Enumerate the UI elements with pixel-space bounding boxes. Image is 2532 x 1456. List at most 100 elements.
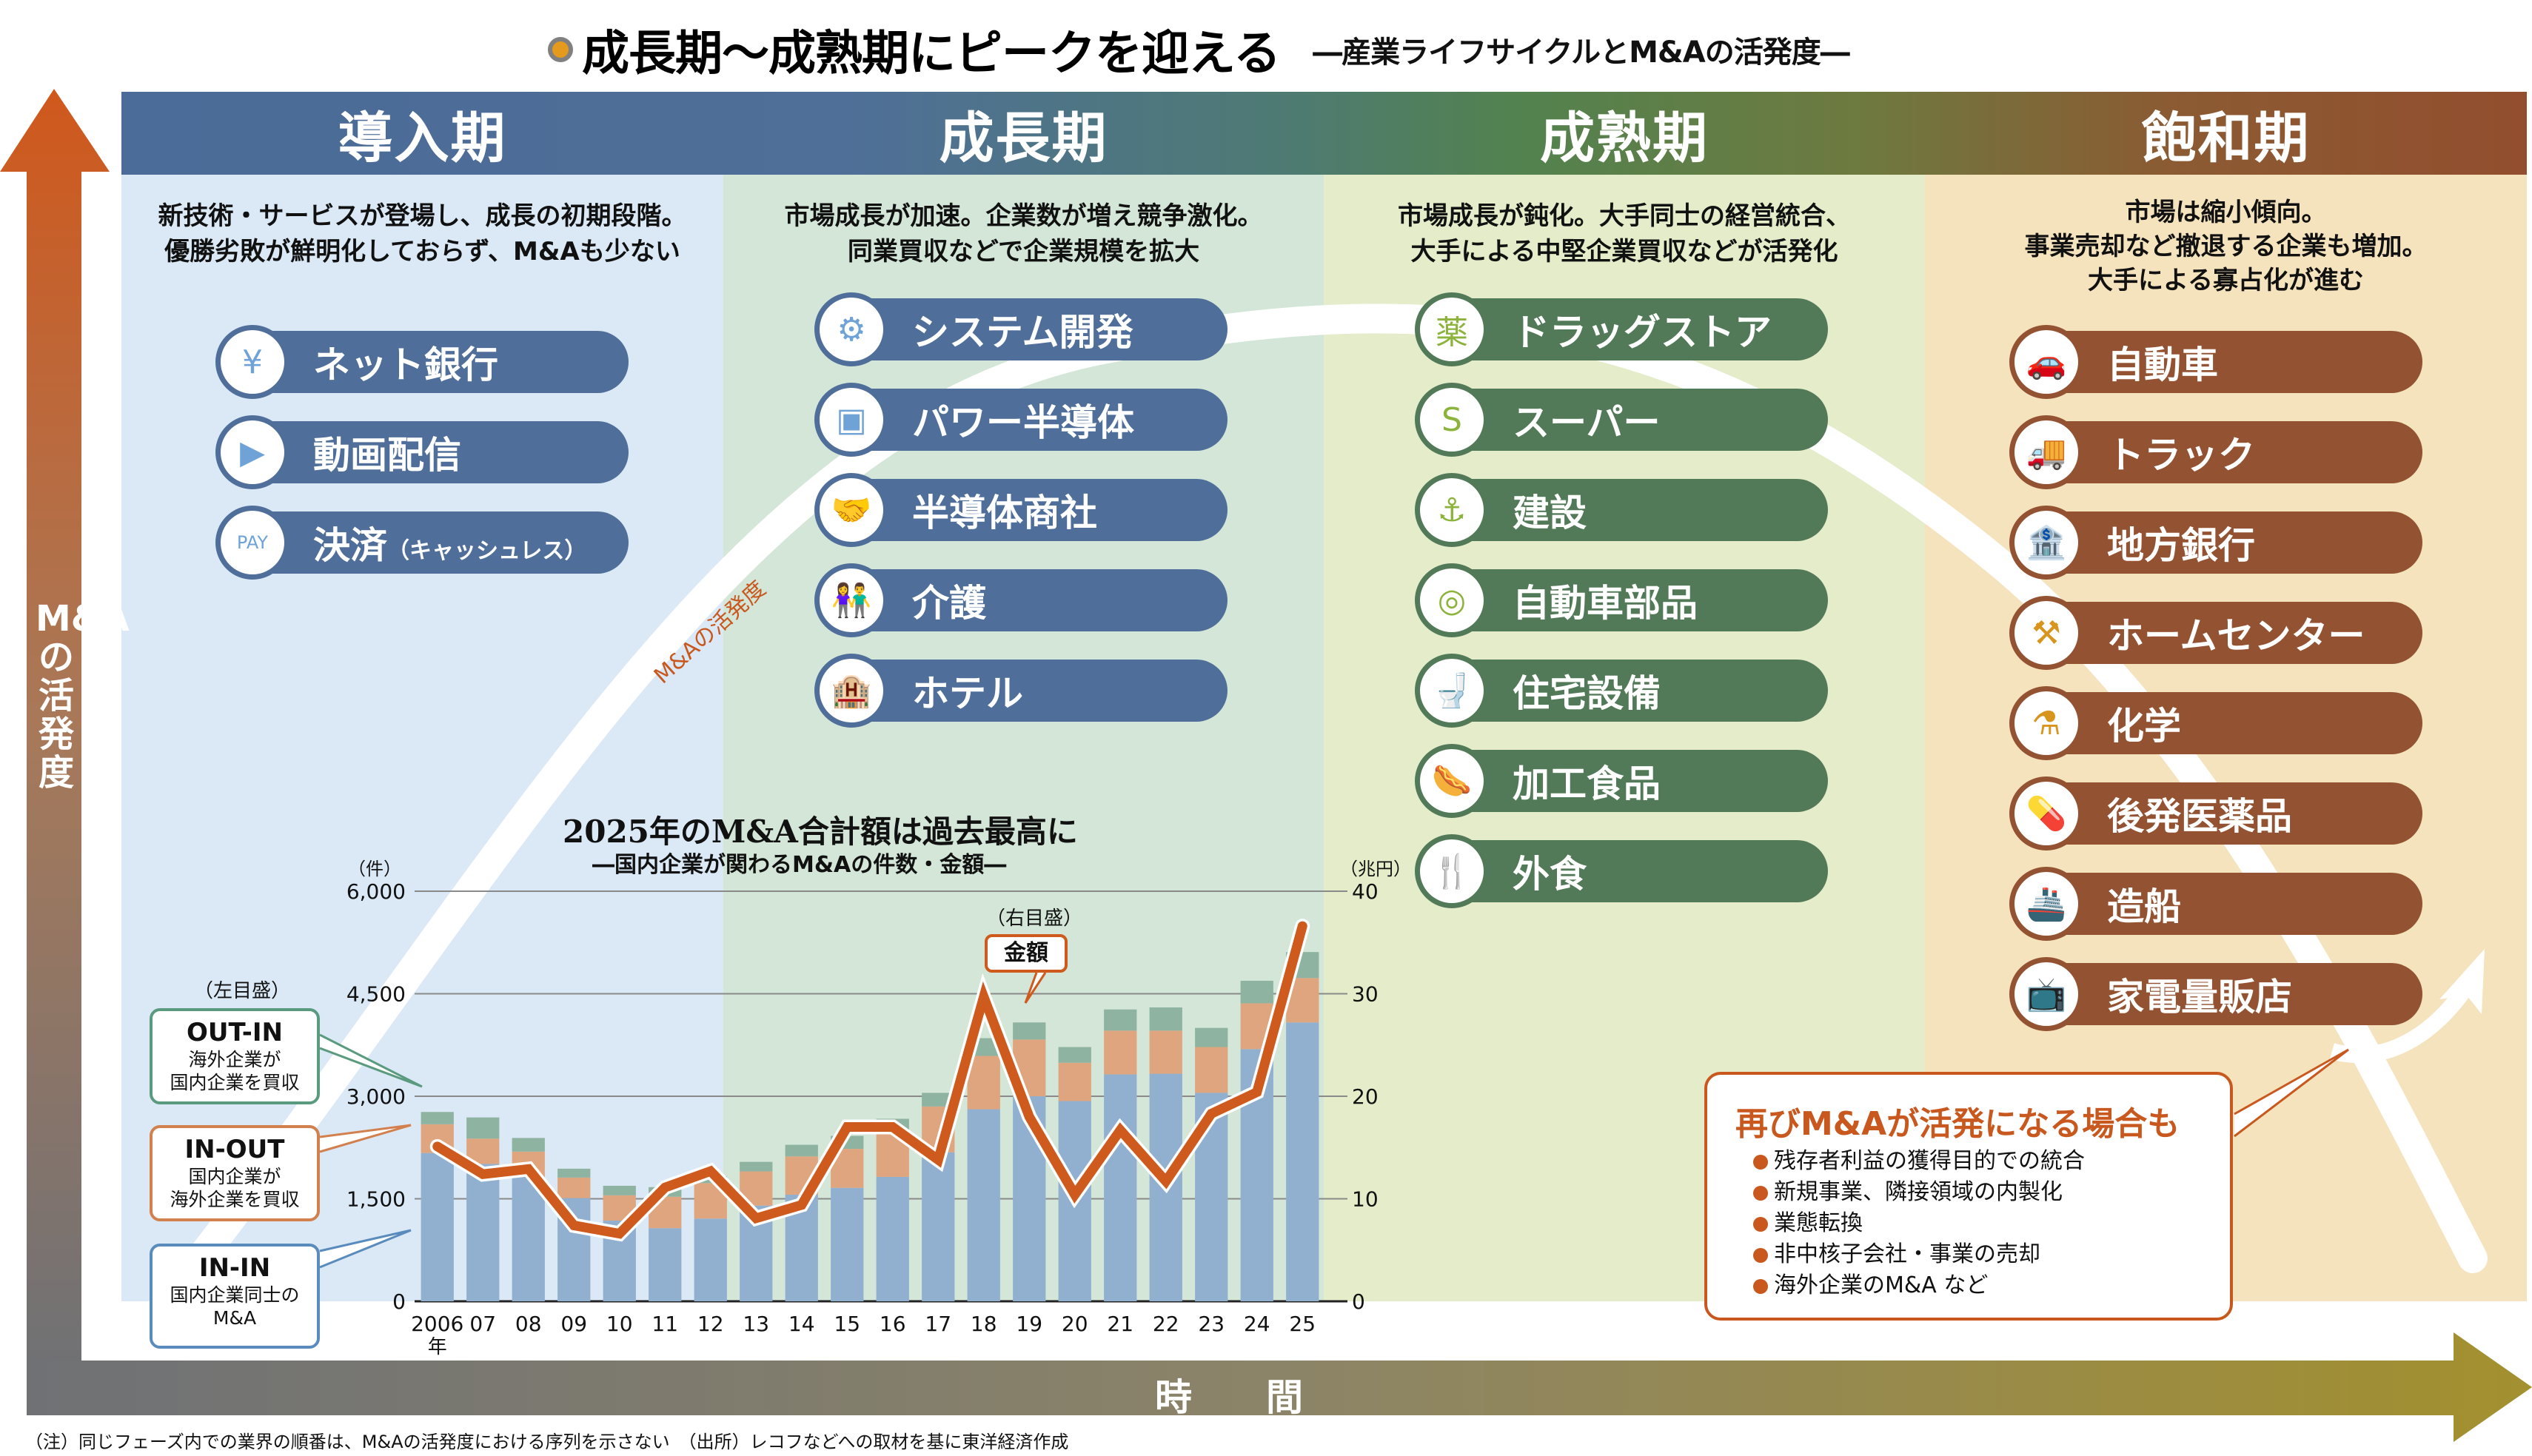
car-icon: 🚗 (2009, 325, 2083, 399)
ship-icon: 🚢 (2009, 867, 2083, 941)
bar-segment-out-in (466, 1117, 500, 1139)
bar-segment-in-in (466, 1164, 500, 1301)
industry-label: 外食 (1513, 853, 1587, 896)
truck-icon: 🚚 (2009, 415, 2083, 489)
fork-knife-icon: 🍴 (1415, 834, 1489, 908)
industry-label: トラック (2107, 434, 2255, 477)
amount-point (664, 1187, 666, 1189)
amount-point (891, 1126, 894, 1128)
industry-pill: 🚗 自動車 (2009, 325, 2422, 399)
amount-point (1165, 1180, 1167, 1182)
amount-point (800, 1204, 803, 1206)
industry-pill: 🏦 地方銀行 (2009, 506, 2422, 580)
bar-segment-in-in (1104, 1074, 1137, 1301)
x-tick-label: 19 (1016, 1312, 1042, 1336)
tire-icon: ◎ (1415, 563, 1489, 637)
hotel-building-icon: 🏨 (814, 654, 888, 728)
bullet-icon (1753, 1278, 1768, 1294)
x-tick-label: 09 (560, 1312, 587, 1336)
page-title: 成長期～成熟期にピークを迎える (582, 27, 1281, 81)
amount-point (1302, 925, 1304, 927)
x-tick-label: 13 (743, 1312, 769, 1336)
amount-point (937, 1158, 940, 1161)
x-tick-label: 10 (606, 1312, 633, 1336)
industry-pill: 🚚 トラック (2009, 415, 2422, 489)
amount-point (1256, 1091, 1258, 1093)
amount-point (982, 996, 985, 998)
industry-pill: ◎ 自動車部品 (1415, 563, 1828, 637)
in-in-pointer (319, 1229, 412, 1269)
x-tick-label: 07 (469, 1312, 496, 1336)
x-tick-label: 17 (925, 1312, 951, 1336)
bar-segment-in-in (1286, 1022, 1319, 1301)
industry-label: ネット銀行 (313, 343, 498, 386)
chart-subtitle: ―国内企業が関わるM&Aの件数・金額― (592, 852, 1007, 878)
drugstore-icon: 薬 (1415, 292, 1489, 366)
revival-item: 残存者利益の獲得目的での統合 (1753, 1146, 2085, 1177)
phase-desc-mature: 市場成長が鈍化。大手同士の経営統合、 大手による中堅企業買収などが活発化 (1398, 201, 1851, 266)
bar-segment-in-in (694, 1218, 727, 1301)
revival-item: 新規事業、隣接領域の内製化 (1753, 1177, 2085, 1208)
y-tick-right: 20 (1352, 1084, 1379, 1109)
industry-pill: 🍴 外食 (1415, 834, 1828, 908)
bullet-icon (1753, 1185, 1768, 1201)
elderly-couple-icon: 👫 (814, 563, 888, 637)
industry-pill: ¥ ネット銀行 (215, 325, 629, 399)
x-tick-label: 2006 (411, 1312, 463, 1336)
y-tick-left: 4,500 (346, 982, 406, 1007)
industry-pill: 🌭 加工食品 (1415, 744, 1828, 818)
bar-segment-in-out (1195, 1047, 1228, 1093)
smartphone-yen-icon: ¥ (215, 325, 289, 399)
industry-label: 動画配信 (313, 434, 461, 477)
amount-point (527, 1168, 529, 1170)
bar-segment-in-in (421, 1153, 454, 1301)
industry-label: 建設 (1513, 492, 1587, 534)
industry-label: 決済（キャッシュレス） (313, 524, 587, 567)
bar-segment-in-in (649, 1228, 682, 1301)
revival-item: 業態転換 (1753, 1208, 2085, 1239)
industry-pill: ⚒ ホームセンター (2009, 596, 2422, 670)
amount-point (1028, 1116, 1031, 1118)
x-tick-label: 15 (834, 1312, 860, 1336)
industry-pill: ▶ 動画配信 (215, 415, 629, 489)
industry-pill: 🚽 住宅設備 (1415, 654, 1828, 728)
phase-header-decline: 飽和期 (2141, 106, 2311, 170)
bar-segment-out-in (1240, 980, 1273, 1004)
x-tick-label: 25 (1289, 1312, 1316, 1336)
industry-pill: 薬ドラッグストア (1415, 292, 1828, 366)
industry-pill: S スーパー (1415, 383, 1828, 457)
x-tick-label: 23 (1198, 1312, 1225, 1336)
bar-segment-out-in (1104, 1009, 1137, 1031)
phase-header-band (121, 92, 2527, 175)
bar-segment-out-in (512, 1138, 545, 1152)
phase-desc-decline: 市場は縮小傾向。 事業売却など撤退する企業も増加。 大手による寡占化が進む (2024, 198, 2428, 295)
industry-label: 造船 (2107, 885, 2181, 928)
page-subtitle: ―産業ライフサイクルとM&Aの活発度― (1313, 36, 1850, 70)
industry-pill: PAY 決済（キャッシュレス） (215, 506, 629, 580)
y-tick-left: 1,500 (346, 1187, 406, 1212)
page-title-row: 成長期～成熟期にピークを迎える ―産業ライフサイクルとM&Aの活発度― (548, 16, 1850, 83)
amount-pointer (1024, 972, 1047, 1004)
bar-segment-out-in (603, 1185, 636, 1195)
y-axis-unit-right: （兆円） (1340, 859, 1411, 879)
left-scale-note: （左目盛） (194, 980, 291, 1002)
industry-pill: 🏨 ホテル (814, 654, 1228, 728)
phase-header-growth: 成長期 (939, 106, 1108, 170)
industry-label-suffix: （キャッシュレス） (387, 538, 587, 564)
bar-segment-out-in (740, 1161, 773, 1172)
industry-pill: ▣ パワー半導体 (814, 383, 1228, 457)
industry-pill: 🚢 造船 (2009, 867, 2422, 941)
amount-point (755, 1217, 757, 1219)
revival-pointer (2234, 1048, 2349, 1138)
industry-label: パワー半導体 (912, 401, 1134, 444)
revival-item: 非中核子会社・事業の売却 (1753, 1239, 2085, 1270)
bar-segment-in-out (1104, 1030, 1137, 1075)
home-tools-icon: ⚒ (2009, 596, 2083, 670)
bar-segment-in-in (922, 1152, 955, 1301)
y-tick-left: 0 (392, 1289, 406, 1314)
phase-header-mature: 成熟期 (1540, 106, 1709, 170)
capsule-icon: 💊 (2009, 776, 2083, 851)
bullet-icon (1753, 1216, 1768, 1232)
amount-point (846, 1126, 848, 1128)
x-tick-label: 21 (1107, 1312, 1133, 1336)
